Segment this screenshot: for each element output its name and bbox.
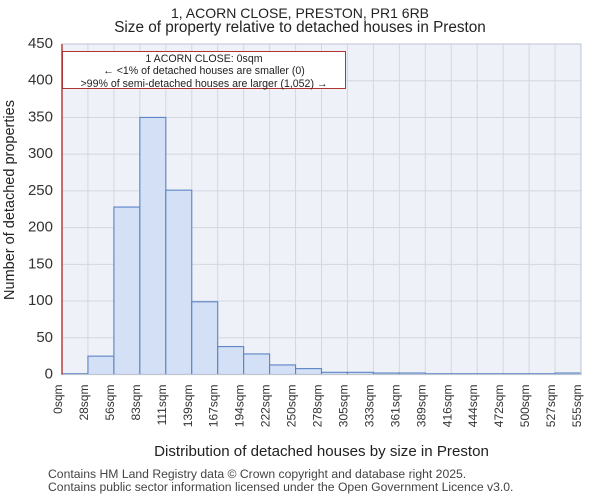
svg-text:250sqm: 250sqm [285, 385, 299, 428]
svg-text:139sqm: 139sqm [181, 385, 195, 428]
svg-text:305sqm: 305sqm [336, 385, 350, 428]
svg-text:83sqm: 83sqm [129, 385, 143, 421]
svg-text:150: 150 [28, 255, 53, 272]
svg-text:416sqm: 416sqm [440, 385, 454, 428]
svg-text:167sqm: 167sqm [207, 385, 221, 428]
svg-text:250: 250 [28, 182, 53, 199]
svg-text:0: 0 [45, 366, 53, 383]
svg-text:28sqm: 28sqm [77, 385, 91, 421]
svg-text:361sqm: 361sqm [388, 385, 402, 428]
svg-text:222sqm: 222sqm [259, 385, 273, 428]
svg-text:444sqm: 444sqm [466, 385, 480, 428]
svg-text:350: 350 [28, 108, 53, 125]
svg-text:200: 200 [28, 219, 53, 236]
svg-text:400: 400 [28, 72, 53, 89]
svg-text:472sqm: 472sqm [492, 385, 506, 428]
svg-text:56sqm: 56sqm [103, 385, 117, 421]
svg-text:100: 100 [28, 292, 53, 309]
svg-text:278sqm: 278sqm [311, 385, 325, 428]
svg-text:389sqm: 389sqm [414, 385, 428, 428]
svg-text:450: 450 [28, 35, 53, 52]
svg-text:194sqm: 194sqm [233, 385, 247, 428]
svg-text:527sqm: 527sqm [544, 385, 558, 428]
svg-text:111sqm: 111sqm [155, 385, 169, 426]
svg-text:555sqm: 555sqm [570, 385, 584, 428]
svg-text:500sqm: 500sqm [518, 385, 532, 428]
svg-text:0sqm: 0sqm [51, 384, 65, 413]
svg-text:300: 300 [28, 145, 53, 162]
svg-text:333sqm: 333sqm [362, 385, 376, 428]
svg-text:50: 50 [36, 329, 53, 346]
